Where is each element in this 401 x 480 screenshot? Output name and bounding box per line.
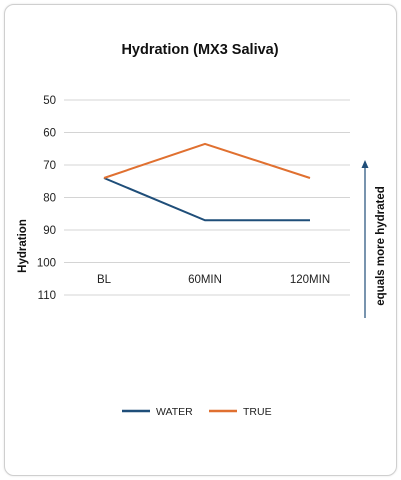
y-tick-label: 110 — [38, 290, 56, 302]
series-line-true — [103, 142, 311, 179]
y-tick-label: 90 — [43, 225, 56, 237]
series-lines — [103, 142, 311, 222]
hydration-annotation-text: equals more hydrated — [375, 186, 387, 306]
x-tick-label: 120MIN — [290, 274, 330, 286]
y-tick-label: 70 — [43, 160, 56, 172]
y-tick-label: 60 — [43, 128, 56, 140]
x-axis-ticks: BL 60MIN 120MIN — [97, 274, 330, 286]
hydration-direction-annotation: equals more hydrated — [361, 160, 387, 318]
gridlines — [64, 99, 350, 296]
x-tick-label: 60MIN — [188, 274, 222, 286]
legend-label-water: WATER — [156, 406, 193, 418]
y-tick-label: 80 — [43, 193, 56, 205]
chart-card — [4, 4, 397, 476]
y-axis-label: Hydration — [17, 219, 29, 273]
chart-title: Hydration (MX3 Saliva) — [121, 42, 278, 58]
y-axis-ticks: 50 60 70 80 90 100 110 — [37, 95, 56, 302]
series-line-water — [103, 177, 310, 222]
legend-label-true: TRUE — [243, 406, 272, 418]
y-tick-label: 100 — [37, 258, 56, 270]
legend: WATER TRUE — [122, 406, 272, 418]
y-tick-label: 50 — [43, 95, 56, 107]
arrow-up-icon — [361, 160, 369, 168]
x-tick-label: BL — [97, 274, 112, 286]
